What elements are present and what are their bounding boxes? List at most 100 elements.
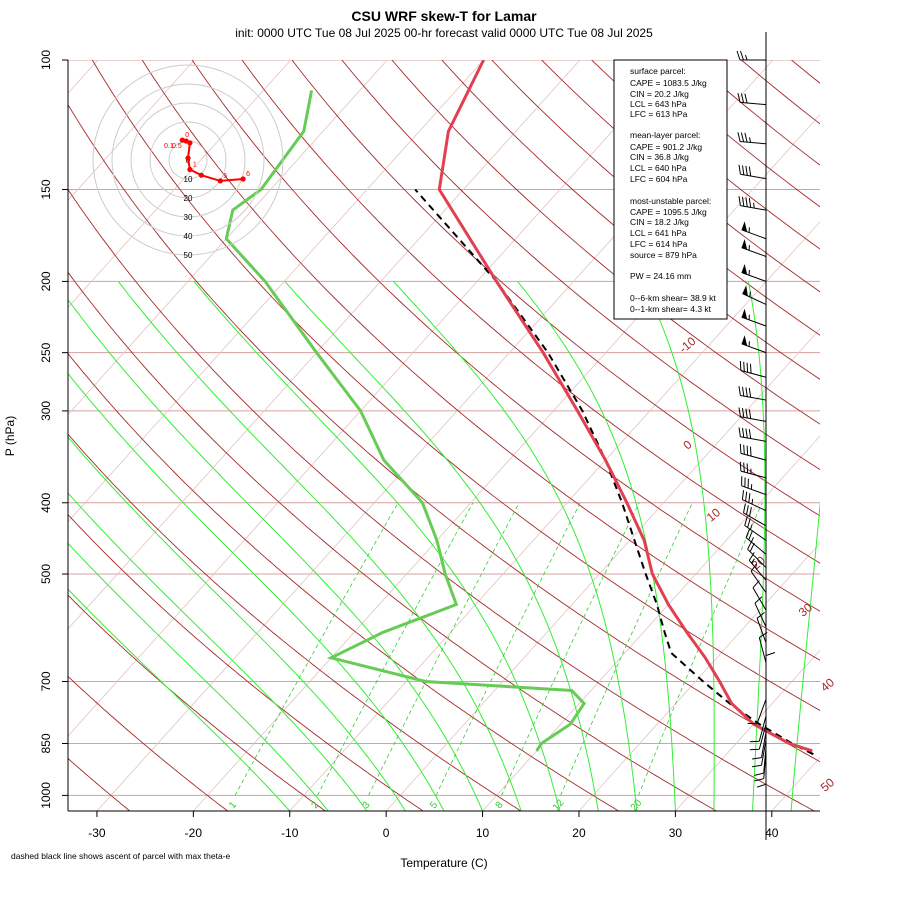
dry-adiabat-20 — [68, 352, 619, 811]
wind-barb-full — [741, 490, 744, 500]
dry-adiabat-0 — [68, 513, 424, 811]
wind-barb-flag — [742, 285, 748, 296]
wind-barb-staff — [740, 452, 767, 461]
wind-barb-5 — [741, 221, 767, 240]
wind-barb-full — [744, 132, 748, 143]
wind-barb-full — [747, 518, 751, 528]
wind-barb-full — [749, 740, 760, 743]
hodograph-ring-label-10: 10 — [184, 175, 193, 184]
isotherm-label-30: 30 — [796, 600, 815, 620]
wind-barb-full — [749, 748, 760, 751]
wind-barb-full — [737, 132, 741, 142]
surface-cape: CAPE = 1083.5 J/kg — [630, 78, 707, 88]
temperature-line — [437, 60, 813, 753]
dry-adiabat-220 — [891, 60, 900, 811]
ml-lfc: LFC = 604 hPa — [630, 174, 688, 184]
wind-barb-full — [739, 360, 742, 371]
wind-barb-full — [765, 652, 776, 656]
wind-barb-staff — [758, 715, 767, 742]
shear-0-1km: 0--1-km shear= 4.3 kt — [630, 304, 712, 314]
moist-adiabat-18 — [193, 281, 561, 811]
wind-barb-4 — [738, 196, 767, 211]
wind-barb-full — [748, 197, 752, 208]
x-tick-label-20: 20 — [572, 826, 586, 840]
wind-barb-full — [745, 197, 748, 207]
wind-barb-13 — [738, 407, 767, 422]
mixing-ratio-label-5: 5 — [428, 799, 440, 811]
wind-barb-full — [750, 363, 752, 374]
moist-adiabat-14 — [117, 281, 522, 811]
wind-barb-full — [738, 164, 741, 175]
y-tick-label-150: 150 — [39, 179, 53, 199]
wind-barb-full — [748, 387, 752, 398]
wind-barb-full — [745, 528, 751, 538]
dry-adiabat-60 — [91, 60, 820, 711]
wind-barb-staff — [741, 272, 767, 282]
dry-adiabat-190 — [741, 60, 820, 125]
mixing-ratio-label-2: 2 — [309, 799, 321, 811]
wind-barb-full — [750, 446, 752, 457]
wind-barb-full — [738, 427, 741, 437]
wind-barb-staff — [740, 101, 767, 106]
mixing-ratio-line-2 — [317, 502, 474, 796]
wind-barb-full — [745, 428, 748, 439]
wind-barb-28 — [758, 631, 768, 663]
hodograph-point-1 — [217, 178, 223, 184]
wind-barb-full — [745, 491, 748, 502]
wind-barb-full — [739, 443, 742, 454]
wind-barb-flag — [741, 308, 748, 320]
wind-barb-11 — [739, 360, 767, 378]
wind-barb-27 — [756, 612, 767, 643]
wind-barb-full — [742, 408, 745, 418]
wind-barb-full — [736, 50, 741, 61]
wind-barb-staff — [743, 512, 767, 527]
wind-barb-full — [742, 386, 745, 397]
hodograph-ring-40 — [111, 83, 265, 237]
x-tick-label--10: -10 — [281, 826, 299, 840]
wind-barb-staff — [758, 724, 767, 750]
mixing-ratio-line-1 — [234, 502, 399, 796]
wind-barb-full — [752, 757, 762, 760]
isotherm-label-50: 50 — [818, 775, 837, 795]
hodograph-point-label-1: 5 — [223, 173, 227, 180]
dry-adiabat-90 — [241, 60, 820, 564]
wind-barb-flag — [741, 264, 748, 275]
x-axis-label: Temperature (C) — [400, 856, 487, 870]
dry-adiabat-80 — [191, 60, 820, 612]
hodograph-point-0 — [240, 176, 246, 182]
wind-barb-0 — [736, 50, 766, 61]
surface-lcl: LCL = 643 hPa — [630, 99, 687, 109]
y-tick-label-400: 400 — [39, 492, 53, 512]
footnote: dashed black line shows ascent of parcel… — [11, 851, 231, 861]
x-tick-label-0: 0 — [383, 826, 390, 840]
mu-cin: CIN = 18.2 J/kg — [630, 217, 689, 227]
wind-barb-full — [752, 764, 762, 768]
isotherm-20 — [578, 542, 820, 811]
hodograph-point-label-0: 6 — [246, 171, 250, 178]
wind-barb-staff — [740, 370, 767, 378]
dry-adiabat-210 — [841, 60, 900, 811]
wind-barb-full — [739, 461, 742, 472]
mixing-ratio-label-8: 8 — [494, 799, 506, 811]
wind-barb-full — [738, 407, 741, 417]
wind-barb-full — [754, 772, 764, 776]
y-tick-label-500: 500 — [39, 564, 53, 584]
wind-barb-staff — [745, 537, 767, 555]
wind-barb-full — [752, 580, 760, 589]
mixing-ratio-label-3: 3 — [361, 799, 373, 811]
moist-adiabat-42 — [790, 500, 820, 811]
moist-adiabat-30 — [517, 281, 676, 811]
hodograph-point-7 — [179, 137, 185, 143]
wind-barb-23 — [748, 552, 767, 581]
dewpoint-line — [224, 90, 587, 752]
mu-source: source = 879 hPa — [630, 250, 697, 260]
surface-parcel-heading: surface parcel: — [630, 66, 686, 76]
y-tick-label-200: 200 — [39, 271, 53, 291]
wind-barb-full — [745, 387, 748, 397]
wind-barbs — [736, 50, 776, 788]
wind-barb-full — [740, 93, 745, 103]
wind-barb-full — [759, 631, 768, 639]
isotherm-40 — [771, 756, 820, 811]
wind-barb-full — [746, 463, 749, 473]
